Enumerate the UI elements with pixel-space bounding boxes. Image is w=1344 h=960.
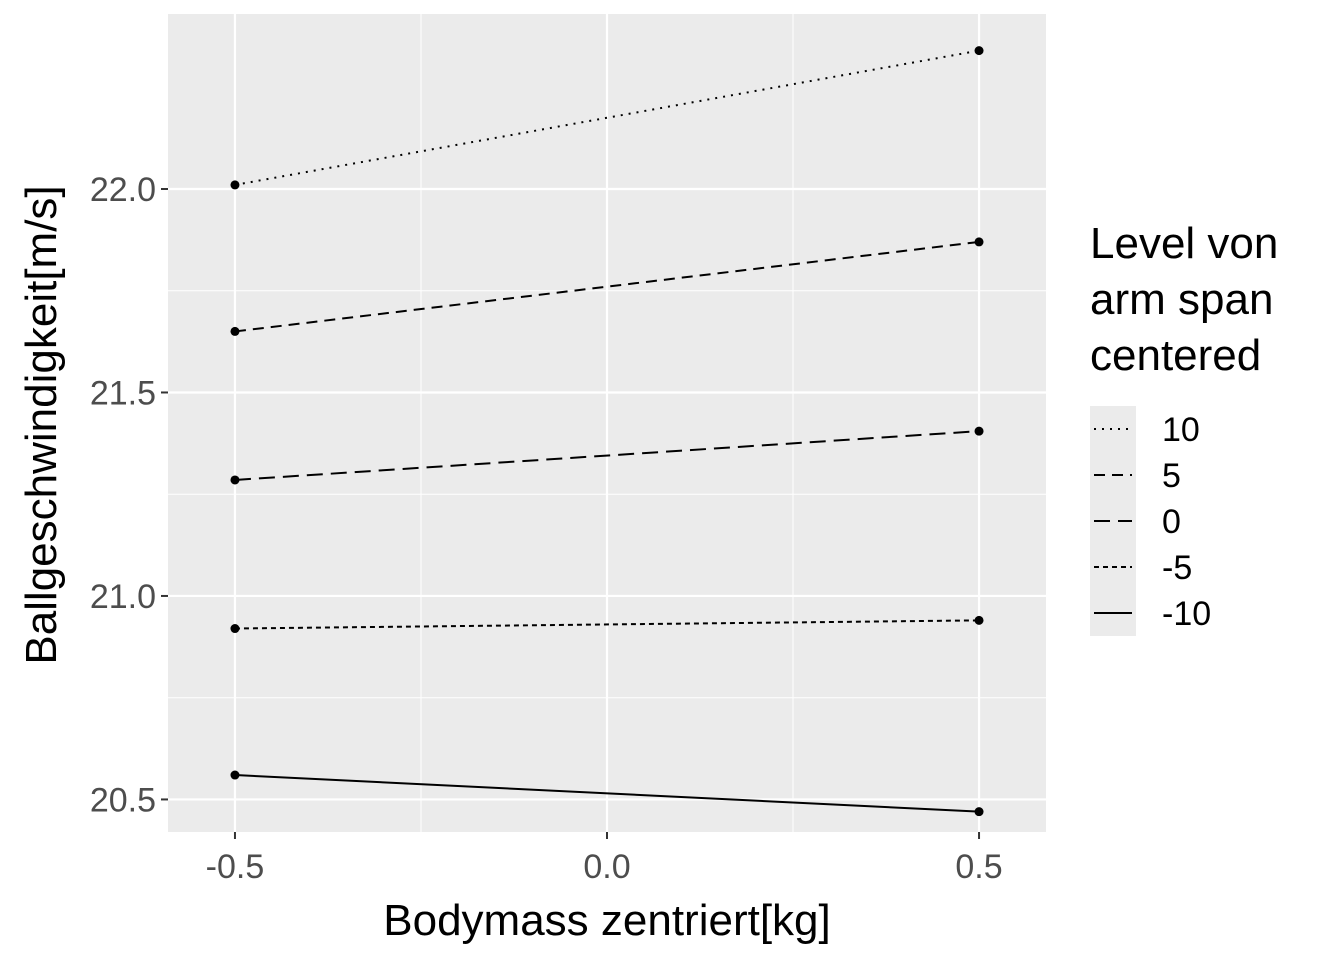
data-point [974, 807, 984, 817]
legend-label: -10 [1162, 595, 1211, 633]
data-point [230, 326, 240, 336]
data-point [230, 475, 240, 485]
data-point [974, 426, 984, 436]
legend-label: -5 [1162, 549, 1192, 587]
data-point [974, 237, 984, 247]
legend-title-line: centered [1090, 331, 1261, 380]
y-tick-label: 21.0 [90, 578, 156, 616]
legend-label: 10 [1162, 411, 1200, 449]
legend: Level von arm span centered 10 5 0 -5 -10 [1090, 219, 1278, 636]
y-axis-ticks: 20.5 21.0 21.5 22.0 [90, 171, 168, 819]
x-axis-title: Bodymass zentriert[kg] [383, 896, 831, 945]
x-tick-label: -0.5 [206, 848, 265, 886]
y-tick-label: 22.0 [90, 171, 156, 209]
data-point [974, 615, 984, 625]
legend-label: 0 [1162, 503, 1181, 541]
legend-title-line: Level von [1090, 219, 1278, 268]
legend-label: 5 [1162, 457, 1181, 495]
y-axis-title: Ballgeschwindigkeit[m/s] [17, 185, 66, 664]
data-point [974, 46, 984, 56]
x-tick-label: 0.5 [955, 848, 1002, 886]
data-point [230, 180, 240, 190]
x-axis-ticks: -0.5 0.0 0.5 [206, 832, 1003, 886]
legend-title-line: arm span [1090, 275, 1273, 324]
grid-major [168, 14, 1046, 832]
legend-key [1090, 406, 1136, 452]
series-line--10 [234, 774, 980, 813]
series-lines [234, 49, 980, 813]
data-point [230, 770, 240, 780]
y-tick-label: 20.5 [90, 781, 156, 819]
x-tick-label: 0.0 [583, 848, 630, 886]
series-points [230, 46, 984, 817]
series-line--5 [234, 619, 980, 630]
y-tick-label: 21.5 [90, 374, 156, 412]
data-point [230, 624, 240, 634]
series-line-0 [234, 430, 980, 481]
